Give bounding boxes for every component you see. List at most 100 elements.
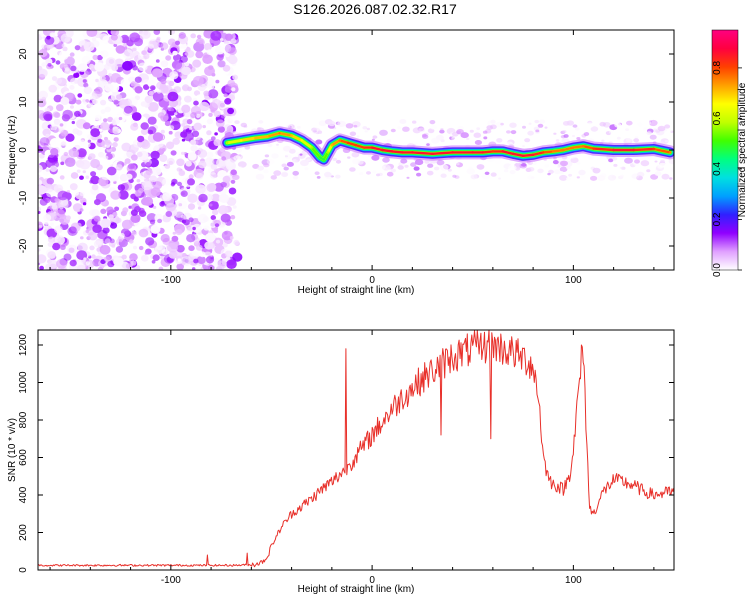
noise-speck	[198, 160, 207, 169]
noise-speck	[150, 224, 161, 234]
noise-speck	[192, 75, 204, 86]
noise-speck	[197, 206, 202, 210]
snr-plot-area	[38, 330, 674, 570]
ridge-point	[381, 148, 384, 152]
y-tick-label: -10	[18, 190, 29, 205]
noise-speck	[130, 209, 138, 216]
noise-speck	[130, 81, 137, 87]
noise-speck	[220, 114, 226, 119]
noise-speck	[215, 79, 220, 84]
noise-speck	[73, 190, 79, 196]
noise-speck	[79, 208, 84, 212]
noise-speck	[572, 170, 577, 173]
ridge-point	[326, 151, 329, 154]
ridge-segment	[511, 152, 525, 158]
noise-speck	[210, 215, 216, 221]
noise-speck	[74, 45, 81, 51]
noise-speck	[210, 136, 216, 141]
noise-speck	[121, 219, 133, 230]
noise-speck	[334, 166, 339, 170]
noise-speck	[38, 90, 48, 100]
noise-speck	[150, 85, 156, 91]
noise-speck	[186, 234, 196, 243]
noise-speck	[168, 80, 175, 87]
noise-speck	[224, 98, 232, 105]
noise-speck	[552, 160, 559, 165]
ridge-point	[592, 147, 595, 150]
ridge-point	[401, 151, 404, 154]
noise-speck	[49, 165, 58, 172]
noise-speck	[149, 175, 157, 183]
noise-speck	[112, 126, 122, 135]
noise-speck	[188, 174, 194, 179]
noise-speck	[68, 226, 77, 234]
noise-speck	[271, 153, 279, 159]
noise-speck	[579, 175, 586, 180]
noise-speck	[560, 160, 568, 167]
noise-speck	[217, 260, 227, 269]
noise-speck	[530, 176, 535, 179]
ridge-segment	[254, 135, 269, 140]
ridge-segment	[354, 143, 366, 149]
x-tick-label: 100	[565, 275, 582, 286]
noise-speck	[660, 127, 668, 132]
noise-speck	[296, 152, 300, 155]
noise-speck	[192, 223, 202, 233]
noise-speck	[117, 184, 126, 191]
colorbar-label: Normalized spectral amplitude	[737, 82, 748, 217]
noise-speck	[186, 119, 193, 125]
noise-speck	[224, 33, 233, 41]
noise-speck	[314, 171, 320, 175]
colorbar-ticks: 0.0 0.2 0.4 0.6 0.8	[712, 61, 742, 277]
noise-speck	[202, 54, 213, 64]
noise-speck	[149, 40, 154, 45]
noise-speck	[82, 202, 87, 206]
noise-speck	[180, 131, 188, 138]
noise-speck	[178, 32, 186, 39]
noise-speck	[439, 129, 445, 134]
noise-speck	[54, 198, 59, 202]
noise-speck	[447, 168, 452, 172]
noise-speck	[263, 169, 269, 174]
noise-speck	[187, 193, 198, 203]
ridge-point	[330, 144, 333, 147]
noise-speck	[300, 159, 309, 167]
noise-speck	[217, 205, 229, 215]
noise-speck	[156, 244, 163, 251]
noise-speck	[88, 153, 96, 160]
noise-speck	[224, 52, 230, 58]
noise-speck	[215, 239, 221, 244]
noise-speck	[45, 168, 50, 172]
noise-speck	[618, 160, 623, 164]
noise-speck	[187, 152, 197, 161]
noise-speck	[386, 139, 392, 143]
noise-speck	[335, 174, 341, 179]
noise-speck	[436, 121, 444, 127]
noise-speck	[178, 170, 186, 177]
noise-speck	[118, 190, 129, 200]
noise-speck	[231, 87, 236, 92]
noise-speck	[69, 183, 78, 191]
noise-speck	[166, 141, 175, 150]
noise-speck	[38, 224, 43, 228]
noise-speck	[138, 210, 147, 218]
noise-speck	[38, 174, 41, 179]
snr-series	[38, 330, 674, 568]
noise-speck	[115, 45, 126, 54]
noise-speck	[547, 172, 551, 176]
noise-speck	[38, 65, 43, 71]
noise-speck	[43, 113, 53, 122]
noise-speck	[323, 125, 329, 130]
noise-speck	[601, 139, 605, 142]
noise-speck	[91, 254, 96, 259]
noise-speck	[54, 225, 63, 234]
noise-speck	[83, 86, 93, 95]
noise-speck	[372, 135, 378, 139]
noise-speck	[539, 119, 546, 124]
ridge-segment	[652, 147, 672, 154]
ridge-segment	[582, 144, 595, 150]
noise-speck	[149, 219, 156, 225]
noise-speck	[528, 122, 532, 125]
noise-speck	[38, 210, 41, 214]
